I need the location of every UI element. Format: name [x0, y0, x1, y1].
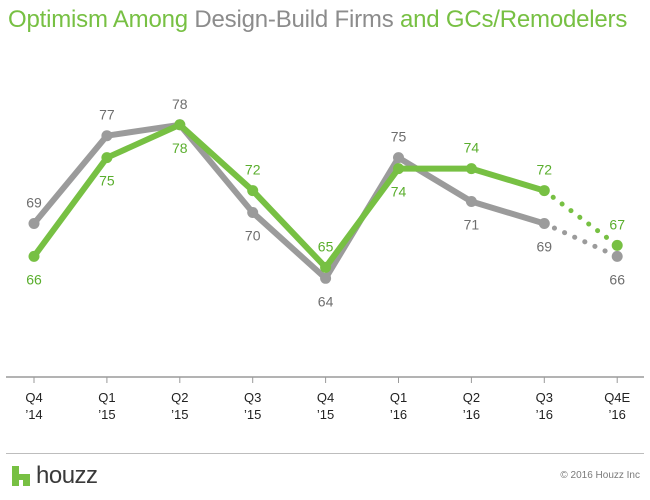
data-label-design_build: 75: [391, 129, 407, 145]
data-label-design_build: 69: [537, 238, 553, 254]
data-point-gcs_remodelers: [320, 261, 332, 273]
data-point-gcs_remodelers: [28, 250, 40, 262]
data-label-design_build: 71: [464, 217, 480, 233]
data-point-gcs_remodelers: [538, 185, 550, 197]
copyright-notice: © 2016 Houzz Inc: [560, 470, 640, 481]
x-tick-label-line: ’15: [171, 407, 188, 422]
x-tick-label: Q3’16: [536, 390, 553, 422]
x-tick-label-line: ’16: [609, 407, 626, 422]
x-tick-label-line: ’16: [463, 407, 480, 422]
data-label-gcs_remodelers: 75: [99, 173, 115, 189]
houzz-logo-icon: [12, 466, 30, 486]
x-tick-label-line: ’15: [317, 407, 334, 422]
chart-title-part: Optimism Among: [8, 6, 195, 33]
x-tick-label-line: ’14: [25, 407, 42, 422]
x-tick-label: Q1’15: [98, 390, 115, 422]
data-label-design_build: 69: [26, 194, 42, 210]
data-label-gcs_remodelers: 72: [245, 162, 261, 178]
data-label-design_build: 64: [318, 293, 334, 309]
data-label-design_build: 77: [99, 107, 115, 123]
x-tick-label-line: Q1: [98, 390, 115, 405]
chart-title-part: and GCs/Remodelers: [393, 6, 628, 33]
data-label-gcs_remodelers: 65: [318, 238, 334, 254]
x-tick-label-line: ’16: [536, 407, 553, 422]
x-tick-label: Q2’15: [171, 390, 188, 422]
x-tick-label-line: Q4E: [604, 390, 630, 405]
data-point-gcs_remodelers: [247, 185, 259, 197]
x-tick-label-line: Q2: [463, 390, 480, 405]
data-label-design_build: 70: [245, 228, 261, 244]
data-label-gcs_remodelers: 72: [537, 162, 553, 178]
x-tick-label-line: Q4: [317, 390, 334, 405]
series-estimate-line-design_build: [541, 221, 620, 259]
data-point-design_build: [247, 207, 259, 218]
x-tick-label: Q2’16: [463, 390, 480, 422]
data-label-gcs_remodelers: 66: [26, 271, 42, 287]
x-tick-label-line: Q4: [25, 390, 42, 405]
data-label-gcs_remodelers: 67: [609, 216, 625, 232]
data-label-gcs_remodelers: 74: [464, 140, 480, 156]
data-label-gcs_remodelers: 78: [172, 140, 188, 156]
x-tick-label: Q4’14: [25, 390, 42, 422]
footer-divider: [6, 453, 644, 454]
data-point-design_build: [465, 196, 477, 208]
data-label-design_build: 66: [609, 271, 625, 287]
chart-title-part: Design-Build Firms: [194, 6, 394, 33]
chart-title: Optimism Among Design-Build Firms and GC…: [8, 4, 627, 36]
x-tick-label: Q3’15: [244, 390, 261, 422]
x-tick-label-line: Q3: [536, 390, 553, 405]
x-tick-label-line: ’15: [244, 407, 261, 422]
x-tick-label-line: ’15: [98, 407, 115, 422]
series-estimate-line-gcs_remodelers: [541, 188, 620, 248]
series-line-design_build: [31, 121, 548, 282]
data-label-gcs_remodelers: 74: [391, 184, 407, 200]
houzz-logo: houzz: [10, 462, 98, 489]
data-point-gcs_remodelers: [393, 163, 404, 175]
data-point-gcs_remodelers: [611, 239, 623, 251]
data-label-design_build: 78: [172, 96, 188, 112]
data-point-design_build: [538, 217, 550, 229]
x-tick-label-line: ’16: [390, 407, 407, 422]
x-tick-label: Q1’16: [390, 390, 407, 422]
data-point-design_build: [611, 250, 623, 262]
data-point-design_build: [320, 272, 332, 284]
x-tick-label: Q4’15: [317, 390, 334, 422]
data-point-gcs_remodelers: [174, 119, 186, 131]
data-point-design_build: [393, 152, 404, 164]
series-line-gcs_remodelers: [31, 121, 548, 271]
x-tick-label-line: Q3: [244, 390, 261, 405]
data-point-gcs_remodelers: [101, 152, 113, 164]
data-point-design_build: [28, 217, 40, 229]
data-point-gcs_remodelers: [465, 163, 477, 175]
x-tick-label: Q4E ’16: [604, 390, 630, 422]
data-point-design_build: [101, 130, 113, 142]
x-tick-label-line: Q2: [171, 390, 188, 405]
x-tick-label-line: Q1: [390, 390, 407, 405]
logo-text: houzz: [36, 462, 98, 489]
